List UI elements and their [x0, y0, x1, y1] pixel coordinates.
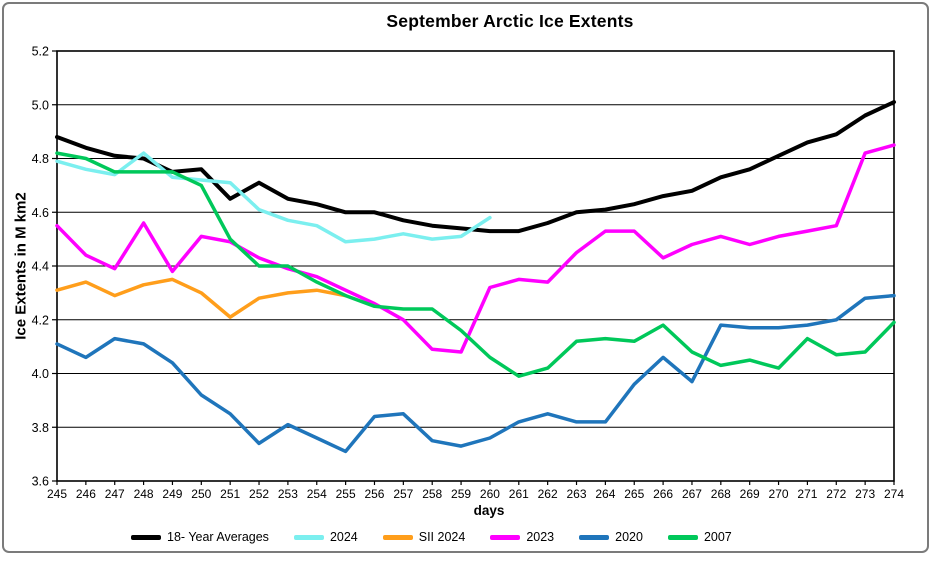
legend-item-2024: 2024: [293, 530, 358, 544]
legend-label-18-year-averages: 18- Year Averages: [167, 530, 269, 544]
x-tick-label-270: 270: [769, 487, 789, 501]
legend-swatch-2024: [293, 534, 324, 540]
x-tick-label-254: 254: [307, 487, 327, 501]
x-tick-label-263: 263: [567, 487, 587, 501]
x-tick-label-265: 265: [624, 487, 644, 501]
x-tick-label-247: 247: [105, 487, 125, 501]
y-axis-label: Ice Extents in M km2: [12, 192, 30, 340]
legend-swatch-2020: [579, 534, 610, 540]
x-tick-label-248: 248: [134, 487, 154, 501]
x-axis-label: days: [473, 503, 505, 518]
y-tick-label-4.4: 4.4: [32, 260, 49, 274]
x-tick-label-269: 269: [740, 487, 760, 501]
y-tick-label-4.6: 4.6: [32, 206, 49, 220]
x-tick-label-266: 266: [653, 487, 673, 501]
x-tick-label-274: 274: [884, 487, 904, 501]
x-tick-label-251: 251: [220, 487, 240, 501]
x-tick-label-271: 271: [797, 487, 817, 501]
legend-item-18-year-averages: 18- Year Averages: [131, 530, 269, 544]
legend-label-2020: 2020: [615, 530, 643, 544]
plot-border: [56, 50, 895, 482]
legend-item-2007: 2007: [667, 530, 732, 544]
y-tick-label-3.6: 3.6: [32, 475, 49, 489]
y-tick-label-4.2: 4.2: [32, 313, 49, 327]
legend-item-2020: 2020: [579, 530, 643, 544]
chart-title: September Arctic Ice Extents: [386, 11, 634, 31]
y-tick-label-4.8: 4.8: [32, 152, 49, 166]
chart-frame: [2, 2, 929, 553]
x-tick-label-272: 272: [826, 487, 846, 501]
y-tick-label-5.2: 5.2: [32, 45, 49, 59]
x-tick-label-249: 249: [162, 487, 182, 501]
y-tick-label-3.8: 3.8: [32, 421, 49, 435]
legend-label-2007: 2007: [703, 530, 732, 544]
x-tick-label-245: 245: [47, 487, 67, 501]
series-line-2023: [55, 143, 896, 354]
x-tick-label-252: 252: [249, 487, 269, 501]
legend-swatch-18-year-averages: [131, 534, 161, 540]
legend-item-sii-2024: SII 2024: [382, 530, 466, 544]
series-line-2024: [55, 151, 492, 244]
series-line-18-year-averages: [55, 100, 896, 234]
x-tick-label-264: 264: [595, 487, 615, 501]
x-tick-label-255: 255: [336, 487, 356, 501]
x-tick-label-259: 259: [451, 487, 471, 501]
x-tick-label-268: 268: [711, 487, 731, 501]
legend-swatch-sii-2024: [382, 534, 413, 540]
y-tick-label-4.0: 4.0: [32, 367, 49, 381]
series-line-2007: [55, 151, 896, 378]
x-tick-label-262: 262: [538, 487, 558, 501]
x-tick-label-261: 261: [509, 487, 529, 501]
legend-swatch-2023: [490, 534, 521, 540]
y-tick-label-5.0: 5.0: [32, 98, 49, 112]
series-line-2020: [55, 293, 896, 454]
x-tick-label-253: 253: [278, 487, 298, 501]
legend-label-sii-2024: SII 2024: [418, 530, 466, 544]
legend-swatch-2007: [667, 534, 698, 540]
series-line-sii-2024: [55, 277, 348, 319]
x-tick-label-258: 258: [422, 487, 442, 501]
x-tick-label-257: 257: [393, 487, 413, 501]
legend-item-2023: 2023: [490, 530, 554, 544]
x-tick-label-256: 256: [364, 487, 384, 501]
legend-label-2024: 2024: [329, 530, 358, 544]
legend: 18- Year Averages 2024 SII 2024 2023 2020 200…: [131, 528, 732, 546]
x-tick-label-267: 267: [682, 487, 702, 501]
x-tick-label-273: 273: [855, 487, 875, 501]
x-tick-label-250: 250: [191, 487, 211, 501]
x-tick-label-246: 246: [76, 487, 96, 501]
x-tick-label-260: 260: [480, 487, 500, 501]
legend-label-2023: 2023: [526, 530, 555, 544]
